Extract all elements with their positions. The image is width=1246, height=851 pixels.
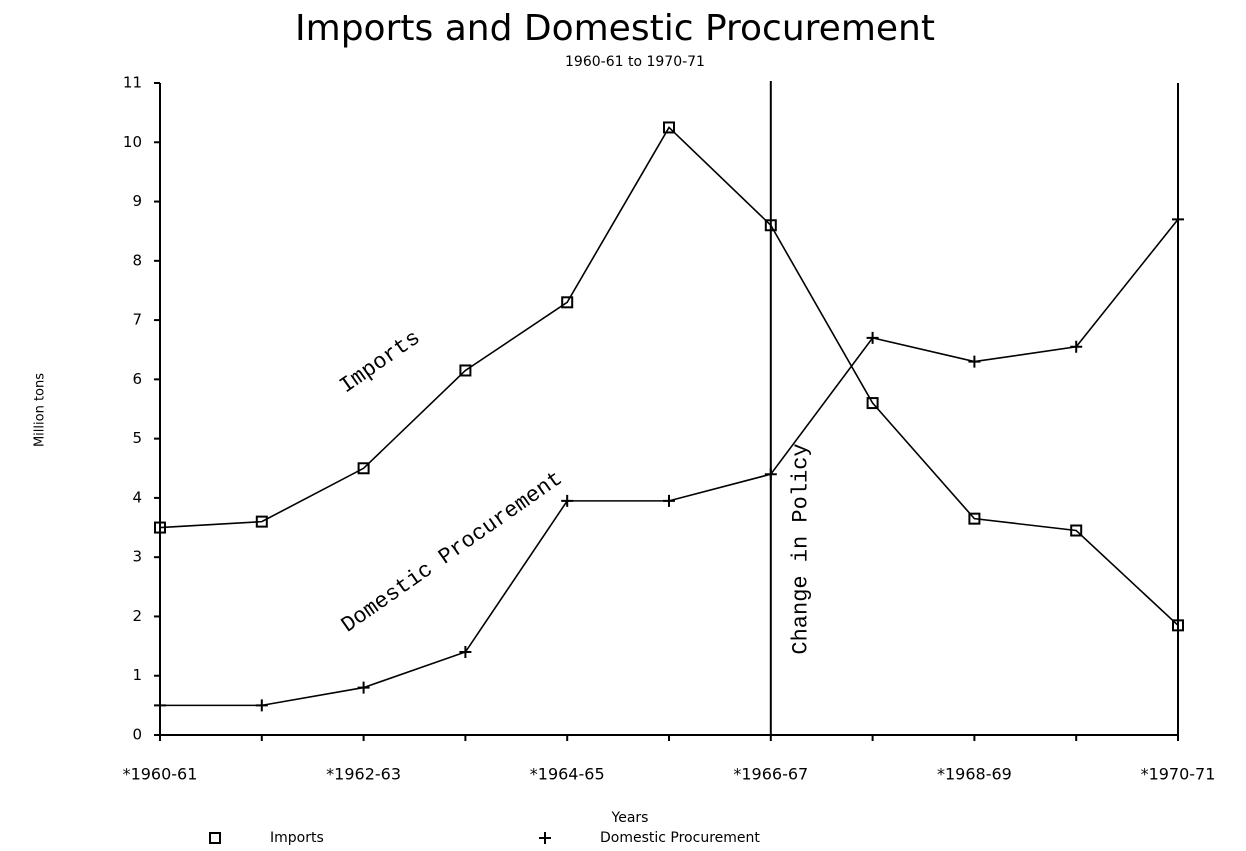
point-marker [1172, 619, 1184, 632]
y-tick-label: 10 [123, 133, 142, 151]
y-tick-label: 9 [132, 192, 142, 210]
x-tick-label: *1970-71 [1141, 765, 1216, 784]
x-tick-label: *1964-65 [530, 765, 605, 784]
y-tick-label: 4 [132, 488, 142, 506]
point-marker [459, 646, 472, 659]
point-marker [255, 515, 268, 528]
y-tick-label: 2 [132, 607, 142, 625]
point-marker [1172, 213, 1184, 226]
point-marker [968, 355, 981, 368]
x-tick-label: *1966-67 [733, 765, 808, 784]
point-marker [154, 699, 166, 712]
annotation: Change in Policy [789, 443, 814, 654]
point-marker [663, 494, 675, 507]
chart-title: Imports and Domestic Procurement [295, 8, 935, 49]
y-tick-label: 6 [132, 370, 142, 388]
legend-marker [209, 832, 221, 844]
x-axis-label: Years [611, 810, 649, 826]
y-tick-label: 3 [132, 548, 142, 566]
legend-marker [539, 832, 551, 844]
point-marker [561, 494, 574, 507]
point-marker [1070, 524, 1083, 537]
x-tick-label: *1960-61 [123, 765, 198, 784]
x-tick-label: *1968-69 [937, 765, 1012, 784]
point-marker [561, 296, 574, 309]
y-tick-label: 7 [132, 311, 142, 329]
point-marker [968, 512, 981, 525]
x-tick-label: *1962-63 [326, 765, 401, 784]
y-tick-label: 1 [132, 666, 142, 684]
series-line [159, 126, 1179, 626]
point-marker [663, 121, 675, 134]
point-marker [357, 462, 370, 475]
point-marker [255, 699, 268, 712]
point-marker [764, 468, 777, 481]
point-marker [764, 219, 777, 232]
point-marker [866, 397, 879, 410]
series-line [160, 218, 1179, 707]
legend-label: Imports [270, 830, 324, 846]
point-marker [154, 521, 166, 534]
point-marker [459, 364, 472, 377]
point-marker [1070, 340, 1083, 353]
y-tick-label: 5 [132, 429, 142, 447]
y-tick-label: 8 [132, 251, 142, 269]
y-tick-label: 0 [132, 726, 142, 744]
legend-label: Domestic Procurement [600, 830, 760, 846]
chart-subtitle: 1960-61 to 1970-71 [565, 54, 705, 70]
y-tick-label: 11 [123, 74, 142, 92]
y-axis-label: Million tons [33, 373, 48, 447]
annotation: Imports [335, 326, 425, 399]
point-marker [357, 681, 370, 694]
point-marker [866, 331, 879, 344]
